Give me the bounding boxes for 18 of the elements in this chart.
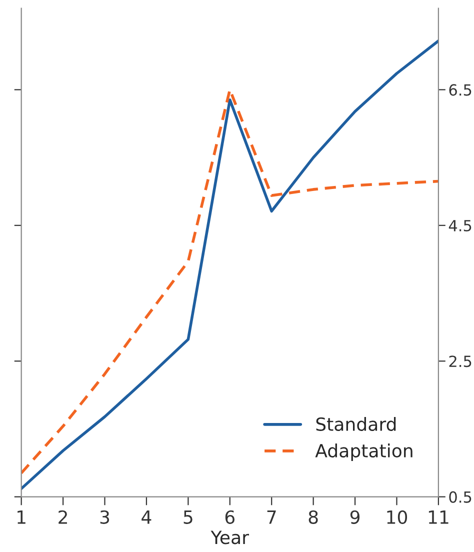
x-tick-label: 4	[142, 510, 152, 524]
y-tick-label: 4.5	[448, 220, 472, 232]
x-axis-title: Year	[210, 530, 250, 544]
x-tick-label: 5	[184, 510, 192, 524]
x-tick-label: 2	[58, 510, 67, 524]
x-tick-label: 3	[100, 510, 110, 524]
x-tick-label: 11	[428, 510, 448, 524]
x-tick-label: 8	[308, 510, 318, 524]
x-tick-label: 9	[350, 510, 360, 524]
x-tick-label: 1	[18, 510, 26, 524]
y-tick-label: 0.5	[449, 491, 472, 503]
x-tick-label: 6	[225, 510, 234, 524]
legend-label: Standard	[316, 417, 396, 432]
legend-label: Adaptation	[315, 444, 412, 462]
x-tick-label: 10	[387, 510, 408, 524]
x-tick-label: 7	[267, 510, 276, 524]
y-tick-label: 2.5	[449, 356, 472, 368]
y-tick-label: 6.5	[449, 84, 472, 96]
